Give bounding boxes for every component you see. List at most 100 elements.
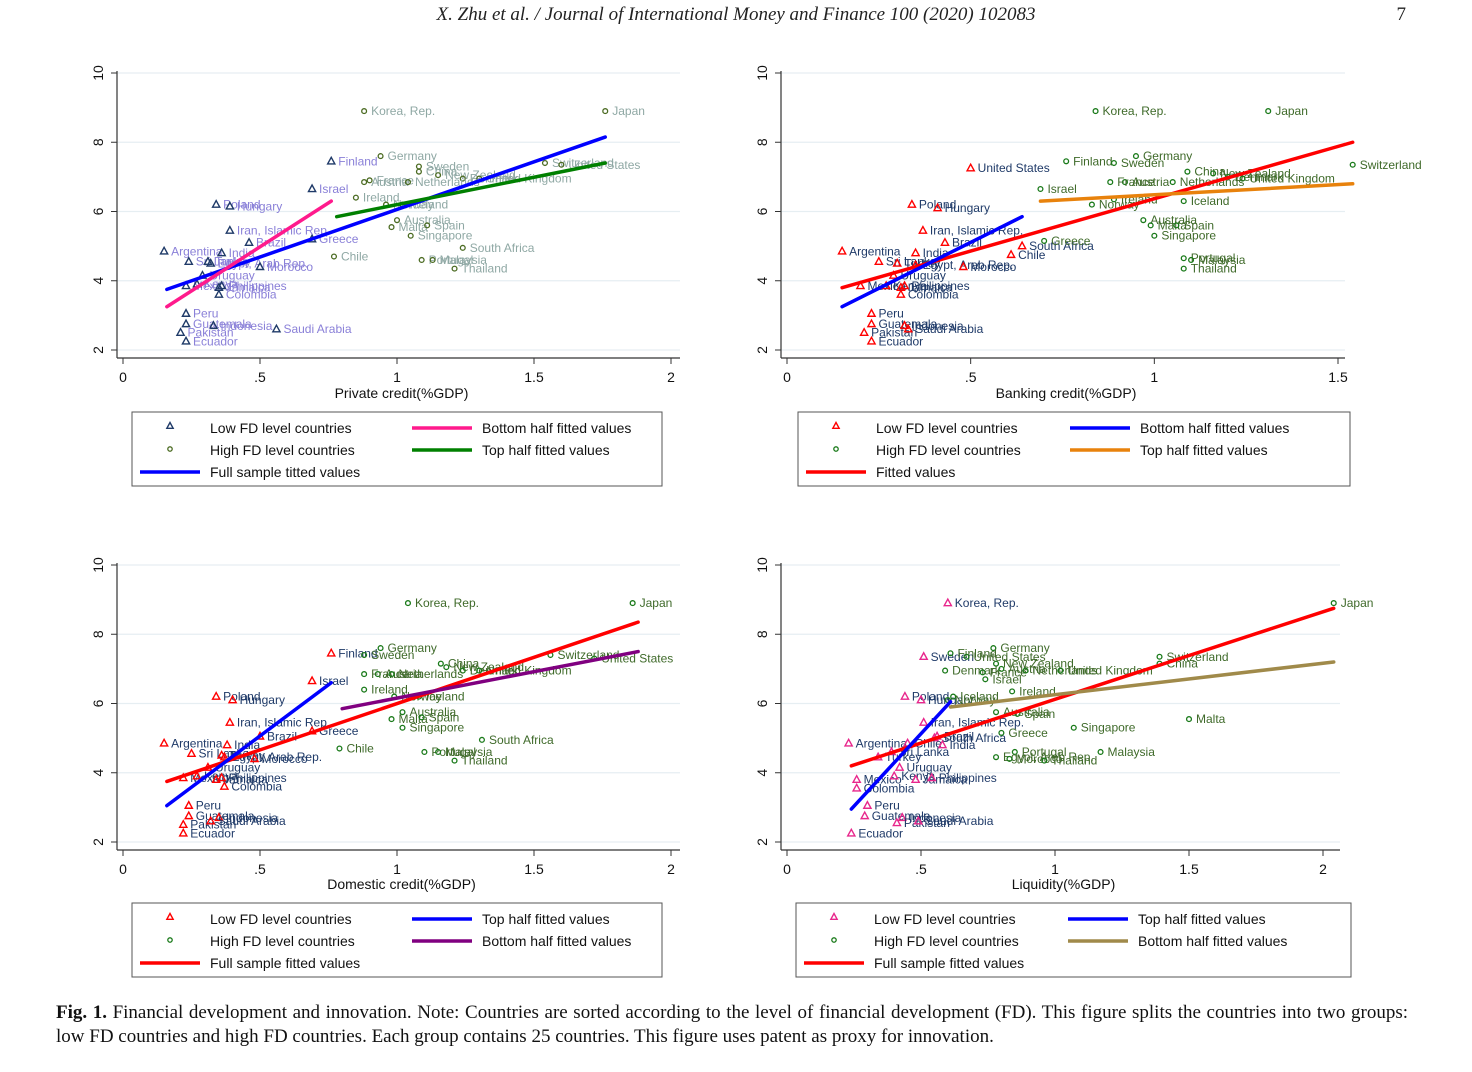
legend-label: Full sample titted values [210,464,360,480]
triangle-marker [889,770,899,780]
legend-label: Low FD level countries [874,911,1016,927]
data-point-high: Singapore [399,721,465,735]
data-point-low: Indonesia [897,811,962,825]
circle-marker [982,676,989,683]
x-axis-title: Domestic credit(%GDP) [327,876,476,892]
y-tick-label: 2 [90,346,106,354]
fit-line [340,649,640,711]
data-point-low: Peru [183,799,221,813]
circle-marker [1110,159,1117,167]
y-tick-label: 4 [90,277,106,285]
point-label: Indonesia [226,811,278,825]
triangle-marker [932,202,943,212]
circle-marker [1057,667,1064,674]
figure-label: Fig. 1. [56,1002,107,1023]
circle-marker [374,671,381,678]
fit-line [948,660,1336,709]
point-label: Indonesia [912,319,964,333]
circle-marker [407,232,414,239]
legend-label: Top half fitted values [1140,442,1268,458]
legend-triangle-icon [165,912,175,920]
circle-marker [361,108,368,115]
x-tick-label: 0 [119,369,127,385]
point-label: Guatemala [196,809,255,823]
legend-item: Full sample fitted values [140,955,360,971]
data-point-high: Portugal [418,253,473,267]
point-label: China [1194,165,1226,179]
triangle-marker [183,256,194,266]
data-point-high: New Zealand [435,168,516,182]
triangle-marker [846,827,857,837]
y-tick-label: 10 [754,65,770,81]
point-label: Spain [429,710,460,724]
point-label: Singapore [409,721,464,735]
point-label: Singapore [1161,229,1216,243]
legend-label: High FD level countries [210,933,355,949]
data-point-low: Ecuador [846,826,903,840]
triangle-marker [205,257,216,267]
point-label: Germany [1143,149,1192,163]
point-label: Ireland [371,683,408,697]
legend-label: Low FD level countries [210,420,352,436]
point-label: Guatemala [193,317,252,331]
point-label: Germany [388,641,437,655]
point-label: Thailand [1191,262,1237,276]
circle-marker [1121,179,1128,186]
point-label: Pakistan [190,818,236,832]
point-label: France [377,173,415,187]
point-label: Japan [640,596,673,610]
legend-label: Fitted values [876,464,955,480]
data-point-low: Indonesia [214,811,278,825]
data-point-low: Philippines [899,279,970,293]
legend-triangle-icon [165,421,175,429]
circle-marker [404,179,412,186]
triangle-marker [214,812,224,822]
point-label: Spain [1183,218,1214,232]
triangle-marker [866,335,877,345]
triangle-marker [903,323,913,333]
point-label: Argentina [856,736,908,750]
data-point-low: Sweden [918,650,974,664]
data-point-high: Spain [1173,218,1214,232]
data-point-low: Saudi Arabia [271,322,352,336]
data-point-high: South Africa [478,733,554,747]
circle-marker [437,660,444,667]
legend-label: Bottom half fitted values [482,933,631,949]
circle-marker [1006,755,1013,762]
circle-marker [388,671,395,678]
data-point-high: Finland [947,646,997,660]
data-point-low: Hungary [225,199,282,213]
legend-circle-icon [167,937,173,943]
data-point-low: Chile [1006,248,1046,262]
point-label: Finland [338,646,377,660]
data-point-high: Malaysia [1188,253,1246,267]
point-label: France [371,667,409,681]
point-label: Sweden [426,159,469,173]
circle-marker [418,714,425,721]
point-label: India [949,738,975,752]
circle-marker [361,686,368,693]
legend-label: High FD level countries [210,442,355,458]
point-label: Peru [878,307,903,321]
data-point-low: Uruguay [894,761,952,775]
y-tick-label: 8 [90,630,106,638]
point-label: Finland [338,154,377,168]
circle-marker [1097,748,1104,756]
point-label: Malta [1196,712,1226,726]
page-header: X. Zhu et al. / Journal of International… [0,4,1472,28]
data-point-high: Korea, Rep. [1092,104,1167,118]
data-point-high: New Zealand [1210,166,1291,180]
data-point-low: Kenya [889,769,936,783]
triangle-marker [897,812,908,822]
triangle-marker [859,327,869,336]
x-tick-label: .5 [915,861,927,877]
triangle-marker [958,261,969,271]
point-label: Israel [319,674,348,688]
data-point-low: Argentina [843,736,908,750]
point-label: India [229,246,255,260]
triangle-marker [907,199,917,208]
triangle-marker [183,810,194,820]
point-label: Sweden [371,648,414,662]
data-point-high: France [1107,175,1155,189]
point-label: South Africa [489,733,554,747]
